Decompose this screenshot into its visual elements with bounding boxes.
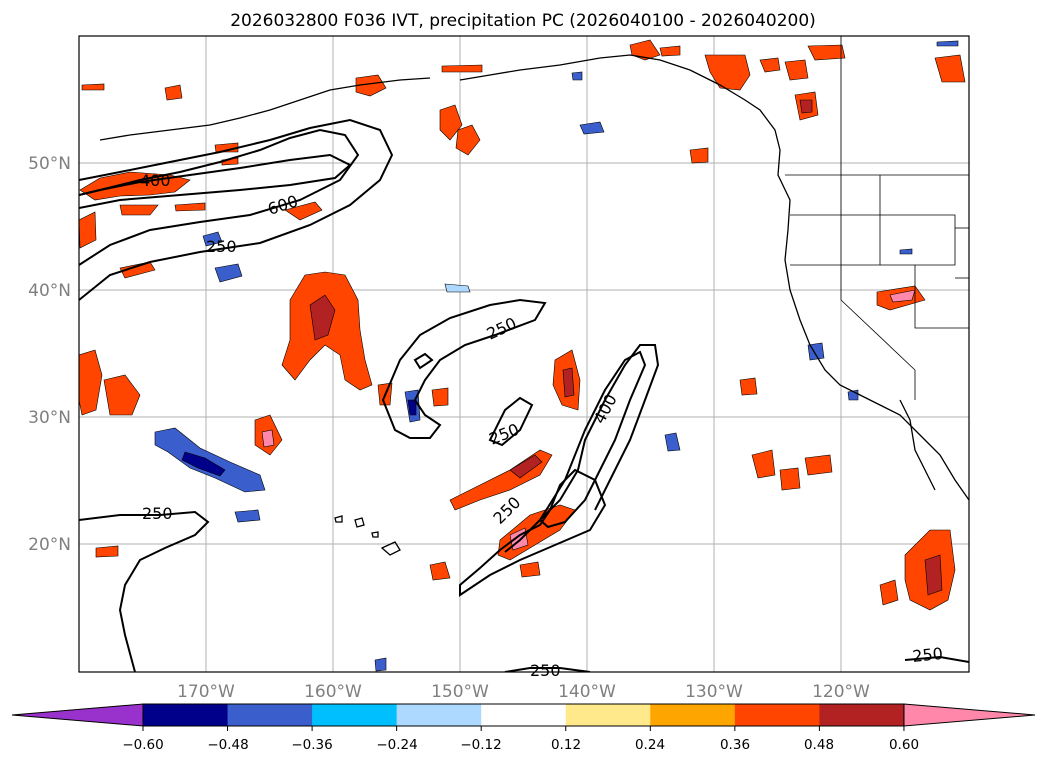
colorbar-outline (142, 703, 905, 727)
precip-negative-patches (154, 40, 959, 672)
colorbar-segment (312, 704, 398, 726)
borders (785, 36, 969, 400)
contour-label: 250 (142, 504, 173, 523)
land-outlines (99, 54, 969, 556)
contour-label: 250 (911, 644, 943, 666)
colorbar (11, 703, 1036, 731)
ivt-contours (79, 118, 969, 672)
colorbar-extend-high (903, 703, 1036, 727)
lon-label: 120°W (812, 682, 870, 702)
lat-label: 40°N (28, 281, 71, 301)
colorbar-ticks: −0.60 −0.48 −0.36 −0.24 −0.12 0.12 0.24 … (122, 737, 919, 753)
colorbar-tick: 0.36 (720, 737, 750, 753)
colorbar-tick: 0.12 (551, 737, 581, 753)
lon-label: 150°W (431, 682, 489, 702)
longitude-labels: 170°W 160°W 150°W 140°W 130°W 120°W (177, 682, 870, 702)
lon-label: 170°W (177, 682, 235, 702)
contour-label: 400 (140, 171, 171, 190)
lon-label: 130°W (685, 682, 743, 702)
latitude-labels: 50°N 40°N 30°N 20°N (28, 154, 71, 555)
map-title: 2026032800 F036 IVT, precipitation PC (2… (230, 11, 816, 31)
colorbar-tick: −0.24 (376, 737, 417, 753)
colorbar-tick: −0.60 (122, 737, 163, 753)
colorbar-segment (565, 704, 651, 726)
colorbar-tick: −0.12 (460, 737, 501, 753)
precip-positive-patches (79, 39, 966, 611)
colorbar-segment (227, 704, 313, 726)
contour-label: 250 (206, 237, 237, 256)
colorbar-segment (819, 704, 905, 726)
colorbar-segment (143, 704, 229, 726)
lat-label: 50°N (28, 154, 71, 174)
contour-label: 250 (530, 661, 561, 680)
colorbar-segment (481, 704, 567, 726)
colorbar-tick: −0.48 (207, 737, 248, 753)
colorbar-segment (734, 704, 820, 726)
map-frame (78, 35, 970, 673)
colorbar-tick: 0.60 (889, 737, 919, 753)
lon-label: 160°W (304, 682, 362, 702)
colorbar-segment (396, 704, 482, 726)
lat-label: 30°N (28, 408, 71, 428)
lat-label: 20°N (28, 535, 71, 555)
colorbar-tick: 0.48 (804, 737, 834, 753)
colorbar-tick: 0.24 (635, 737, 665, 753)
colorbar-tick: −0.36 (291, 737, 332, 753)
lon-label: 140°W (558, 682, 616, 702)
colorbar-extend-low (11, 703, 144, 727)
colorbar-segment (650, 704, 736, 726)
